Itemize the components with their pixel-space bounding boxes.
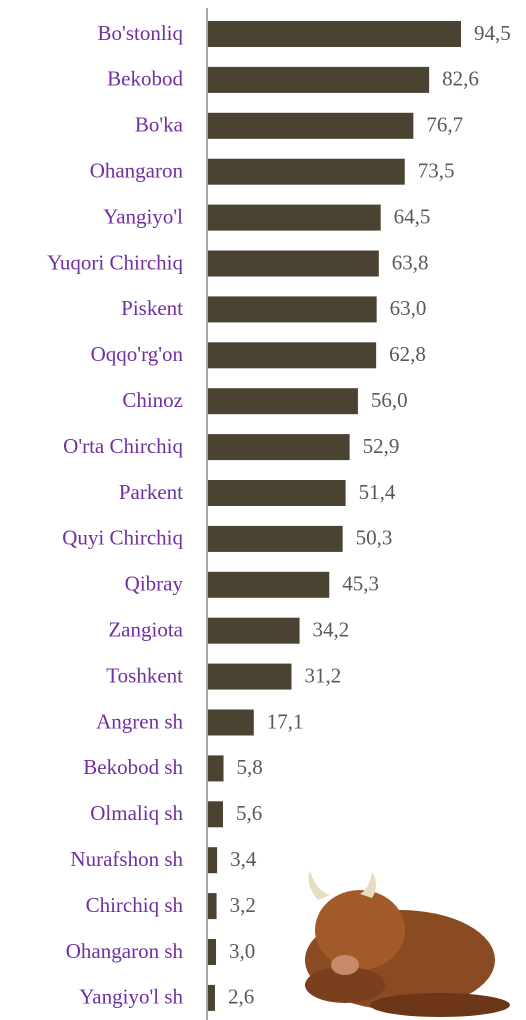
category-label: Bo'stonliq — [98, 21, 184, 45]
bar — [208, 755, 224, 782]
bar — [208, 525, 343, 552]
category-label: Piskent — [121, 296, 183, 320]
category-label: Nurafshon sh — [70, 847, 183, 871]
value-label: 62,8 — [389, 342, 426, 366]
value-label: 3,2 — [230, 893, 256, 917]
category-label: Toshkent — [106, 663, 183, 687]
bar — [208, 709, 254, 736]
category-label: O'rta Chirchiq — [63, 434, 183, 458]
bar — [208, 250, 379, 277]
value-label: 5,8 — [237, 755, 263, 779]
value-label: 17,1 — [267, 709, 304, 733]
bar — [208, 617, 300, 644]
bar — [208, 571, 330, 598]
value-label: 51,4 — [359, 480, 396, 504]
bar — [208, 480, 346, 506]
value-label: 63,8 — [392, 250, 429, 274]
value-label: 2,6 — [228, 985, 254, 1009]
bar — [208, 66, 430, 93]
category-label: Bo'ka — [135, 113, 184, 137]
category-label: Zangiota — [108, 618, 183, 642]
value-label: 94,5 — [474, 21, 511, 45]
value-label: 52,9 — [363, 434, 400, 458]
value-label: 76,7 — [426, 113, 463, 137]
bar — [208, 663, 292, 690]
value-label: 5,6 — [236, 801, 262, 825]
bar — [208, 893, 217, 920]
category-label: Bekobod — [107, 67, 183, 91]
bar — [208, 801, 223, 828]
bar — [208, 342, 377, 369]
category-label: Olmaliq sh — [90, 801, 183, 825]
value-label: 64,5 — [394, 204, 431, 228]
value-label: 50,3 — [356, 526, 393, 550]
value-label: 3,0 — [229, 939, 255, 963]
value-label: 73,5 — [418, 159, 455, 183]
value-label: 3,4 — [230, 847, 257, 871]
value-label: 31,2 — [305, 663, 342, 687]
category-label: Chinoz — [122, 388, 183, 412]
bar — [208, 939, 217, 965]
bar — [208, 388, 358, 415]
bar — [208, 984, 215, 1011]
value-label: 34,2 — [313, 618, 350, 642]
bar — [208, 112, 414, 139]
bar — [208, 158, 405, 185]
bar — [208, 434, 350, 461]
bar — [208, 21, 461, 47]
bar — [208, 296, 377, 323]
category-label: Oqqo'rg'on — [91, 342, 184, 366]
category-label: Yangiyo'l — [103, 204, 183, 228]
value-label: 63,0 — [390, 296, 427, 320]
category-label: Yuqori Chirchiq — [47, 250, 183, 274]
category-label: Ohangaron sh — [66, 939, 184, 963]
value-label: 82,6 — [442, 67, 479, 91]
category-label: Quyi Chirchiq — [62, 526, 183, 550]
category-label: Chirchiq sh — [86, 893, 184, 917]
category-label: Ohangaron — [90, 159, 184, 183]
category-label: Parkent — [119, 480, 183, 504]
value-label: 56,0 — [371, 388, 408, 412]
category-label: Yangiyo'l sh — [79, 985, 183, 1009]
value-label: 45,3 — [342, 572, 379, 596]
category-label: Angren sh — [96, 709, 183, 733]
bar — [208, 204, 381, 231]
category-label: Qibray — [125, 572, 184, 596]
bull-illustration — [305, 870, 510, 1017]
bar — [208, 847, 218, 874]
category-label: Bekobod sh — [83, 755, 183, 779]
